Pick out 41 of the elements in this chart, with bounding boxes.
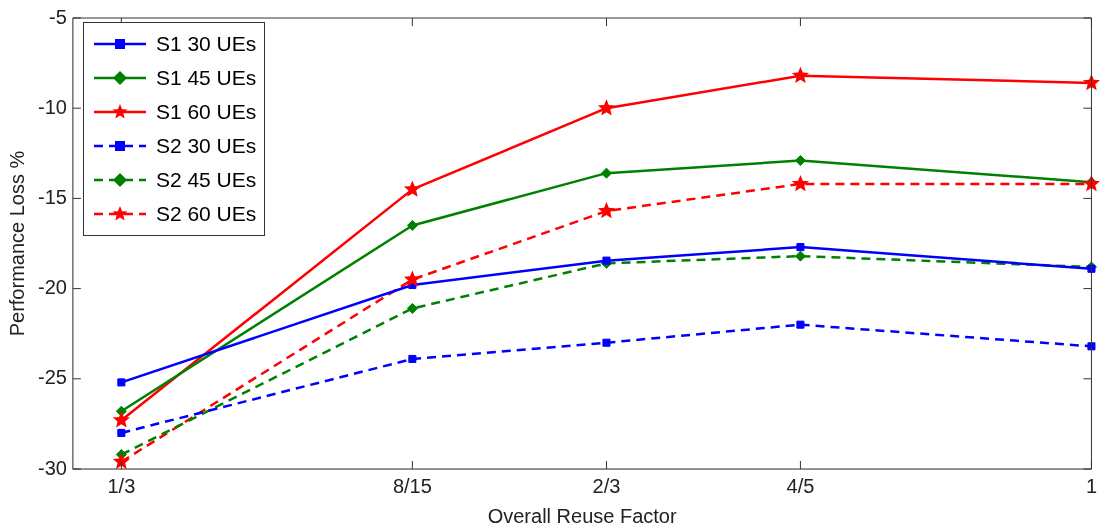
y-tick-label: -30 [38, 456, 67, 479]
y-tick-label: -15 [38, 185, 67, 208]
point [112, 452, 130, 470]
point [403, 180, 421, 197]
point [406, 219, 418, 231]
x-tick-label: 2/3 [592, 474, 621, 497]
x-tick-label: 8/15 [392, 474, 432, 497]
point [117, 428, 126, 437]
point [1087, 342, 1096, 351]
legend-label: S1 30 UEs [155, 32, 257, 56]
y-tick-label: -20 [38, 276, 67, 299]
legend-label: S2 60 UEs [155, 202, 257, 226]
y-tick-label: -10 [38, 95, 67, 118]
point [794, 250, 806, 262]
x-axis-title: Overall Reuse Factor [487, 504, 677, 527]
x-tick-label: 1 [1085, 474, 1097, 497]
point [602, 338, 611, 347]
point [602, 256, 611, 265]
y-axis-title: Performance Loss % [5, 150, 28, 337]
point [600, 167, 612, 179]
point [117, 378, 126, 387]
point [796, 243, 805, 252]
legend-label: S1 45 UEs [155, 66, 257, 90]
point [408, 354, 417, 363]
y-tick-label: -5 [49, 5, 67, 28]
point [403, 270, 421, 287]
point [791, 174, 809, 192]
point [796, 320, 805, 329]
y-tick-label: -25 [38, 366, 67, 389]
point [597, 202, 616, 219]
legend-label: S2 45 UEs [155, 168, 257, 192]
point [597, 99, 616, 116]
x-tick-label: 4/5 [786, 474, 815, 497]
x-tick-label: 1/3 [107, 474, 136, 497]
point [791, 66, 809, 84]
point [1082, 174, 1100, 192]
legend-label: S1 60 UEs [155, 100, 257, 124]
legend-label: S2 30 UEs [155, 134, 257, 158]
point [794, 155, 806, 167]
point [112, 411, 130, 428]
point [406, 302, 418, 314]
